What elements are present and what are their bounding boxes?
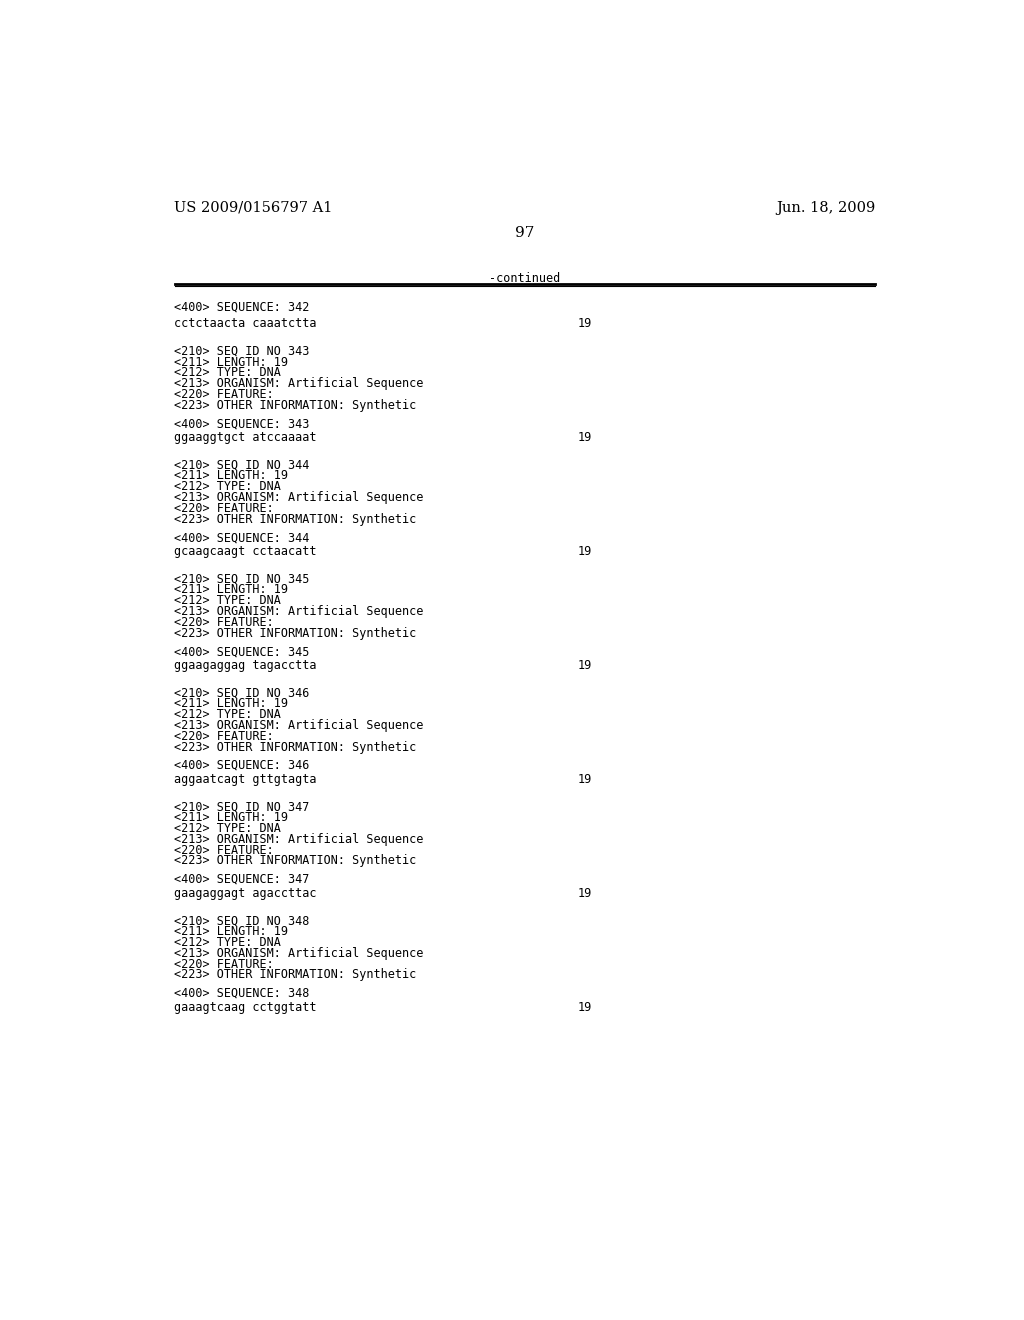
Text: <400> SEQUENCE: 343: <400> SEQUENCE: 343	[174, 417, 310, 430]
Text: <213> ORGANISM: Artificial Sequence: <213> ORGANISM: Artificial Sequence	[174, 378, 424, 391]
Text: <212> TYPE: DNA: <212> TYPE: DNA	[174, 480, 282, 494]
Text: <212> TYPE: DNA: <212> TYPE: DNA	[174, 936, 282, 949]
Text: 97: 97	[515, 226, 535, 240]
Text: <211> LENGTH: 19: <211> LENGTH: 19	[174, 355, 289, 368]
Text: <211> LENGTH: 19: <211> LENGTH: 19	[174, 925, 289, 939]
Text: <211> LENGTH: 19: <211> LENGTH: 19	[174, 583, 289, 597]
Text: ggaaggtgct atccaaaat: ggaaggtgct atccaaaat	[174, 430, 317, 444]
Text: <223> OTHER INFORMATION: Synthetic: <223> OTHER INFORMATION: Synthetic	[174, 741, 417, 754]
Text: gaagaggagt agaccttac: gaagaggagt agaccttac	[174, 887, 317, 900]
Text: 19: 19	[578, 430, 592, 444]
Text: <213> ORGANISM: Artificial Sequence: <213> ORGANISM: Artificial Sequence	[174, 833, 424, 846]
Text: <220> FEATURE:: <220> FEATURE:	[174, 730, 274, 743]
Text: <210> SEQ ID NO 348: <210> SEQ ID NO 348	[174, 915, 310, 928]
Text: <400> SEQUENCE: 347: <400> SEQUENCE: 347	[174, 873, 310, 886]
Text: 19: 19	[578, 887, 592, 900]
Text: <212> TYPE: DNA: <212> TYPE: DNA	[174, 367, 282, 379]
Text: -continued: -continued	[489, 272, 560, 285]
Text: <210> SEQ ID NO 344: <210> SEQ ID NO 344	[174, 459, 310, 471]
Text: <213> ORGANISM: Artificial Sequence: <213> ORGANISM: Artificial Sequence	[174, 719, 424, 733]
Text: <213> ORGANISM: Artificial Sequence: <213> ORGANISM: Artificial Sequence	[174, 946, 424, 960]
Text: gcaagcaagt cctaacatt: gcaagcaagt cctaacatt	[174, 545, 317, 558]
Text: <220> FEATURE:: <220> FEATURE:	[174, 958, 274, 970]
Text: <211> LENGTH: 19: <211> LENGTH: 19	[174, 470, 289, 483]
Text: cctctaacta caaatctta: cctctaacta caaatctta	[174, 317, 317, 330]
Text: 19: 19	[578, 317, 592, 330]
Text: <210> SEQ ID NO 343: <210> SEQ ID NO 343	[174, 345, 310, 358]
Text: <223> OTHER INFORMATION: Synthetic: <223> OTHER INFORMATION: Synthetic	[174, 969, 417, 982]
Text: <220> FEATURE:: <220> FEATURE:	[174, 843, 274, 857]
Text: <223> OTHER INFORMATION: Synthetic: <223> OTHER INFORMATION: Synthetic	[174, 854, 417, 867]
Text: <213> ORGANISM: Artificial Sequence: <213> ORGANISM: Artificial Sequence	[174, 605, 424, 618]
Text: <210> SEQ ID NO 346: <210> SEQ ID NO 346	[174, 686, 310, 700]
Text: <400> SEQUENCE: 348: <400> SEQUENCE: 348	[174, 987, 310, 1001]
Text: <223> OTHER INFORMATION: Synthetic: <223> OTHER INFORMATION: Synthetic	[174, 627, 417, 640]
Text: <212> TYPE: DNA: <212> TYPE: DNA	[174, 594, 282, 607]
Text: <213> ORGANISM: Artificial Sequence: <213> ORGANISM: Artificial Sequence	[174, 491, 424, 504]
Text: <211> LENGTH: 19: <211> LENGTH: 19	[174, 812, 289, 825]
Text: 19: 19	[578, 774, 592, 785]
Text: US 2009/0156797 A1: US 2009/0156797 A1	[174, 201, 333, 215]
Text: <400> SEQUENCE: 345: <400> SEQUENCE: 345	[174, 645, 310, 659]
Text: <220> FEATURE:: <220> FEATURE:	[174, 388, 274, 401]
Text: aggaatcagt gttgtagta: aggaatcagt gttgtagta	[174, 774, 317, 785]
Text: <210> SEQ ID NO 345: <210> SEQ ID NO 345	[174, 573, 310, 586]
Text: gaaagtcaag cctggtatt: gaaagtcaag cctggtatt	[174, 1001, 317, 1014]
Text: <212> TYPE: DNA: <212> TYPE: DNA	[174, 708, 282, 721]
Text: <400> SEQUENCE: 342: <400> SEQUENCE: 342	[174, 301, 310, 314]
Text: <211> LENGTH: 19: <211> LENGTH: 19	[174, 697, 289, 710]
Text: <210> SEQ ID NO 347: <210> SEQ ID NO 347	[174, 800, 310, 813]
Text: 19: 19	[578, 545, 592, 558]
Text: <220> FEATURE:: <220> FEATURE:	[174, 502, 274, 515]
Text: <212> TYPE: DNA: <212> TYPE: DNA	[174, 822, 282, 836]
Text: <223> OTHER INFORMATION: Synthetic: <223> OTHER INFORMATION: Synthetic	[174, 399, 417, 412]
Text: 19: 19	[578, 1001, 592, 1014]
Text: <400> SEQUENCE: 346: <400> SEQUENCE: 346	[174, 759, 310, 772]
Text: <400> SEQUENCE: 344: <400> SEQUENCE: 344	[174, 531, 310, 544]
Text: <223> OTHER INFORMATION: Synthetic: <223> OTHER INFORMATION: Synthetic	[174, 512, 417, 525]
Text: <220> FEATURE:: <220> FEATURE:	[174, 615, 274, 628]
Text: ggaagaggag tagacctta: ggaagaggag tagacctta	[174, 659, 317, 672]
Text: Jun. 18, 2009: Jun. 18, 2009	[776, 201, 876, 215]
Text: 19: 19	[578, 659, 592, 672]
